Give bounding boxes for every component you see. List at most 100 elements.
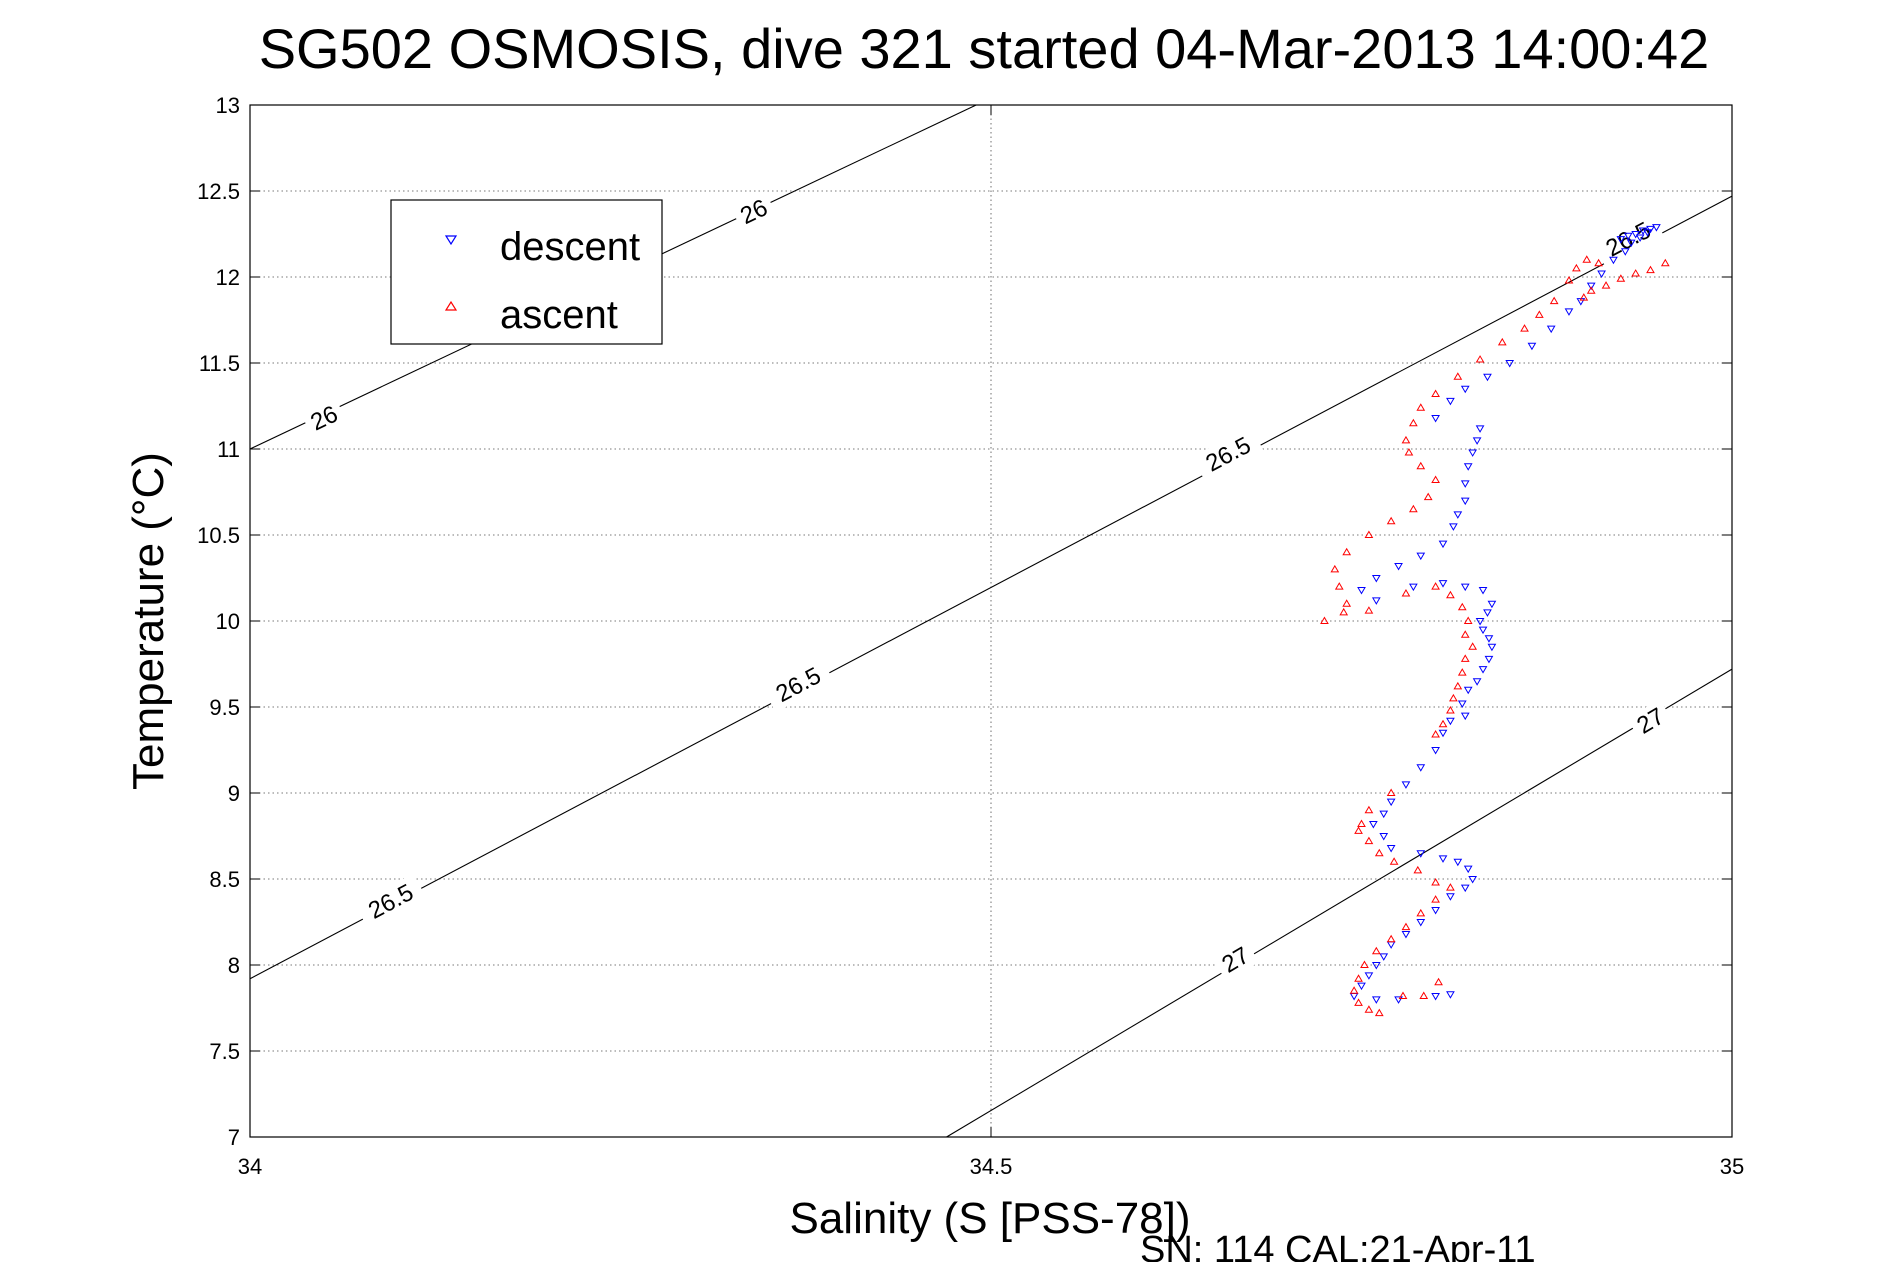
ascent-point (1457, 668, 1467, 676)
legend-ascent-marker (444, 300, 458, 311)
ascent-point (1408, 504, 1418, 513)
descent-point (1483, 609, 1492, 617)
descent-point (1487, 600, 1497, 609)
x-tick-label: 34.5 (970, 1154, 1013, 1179)
gridlines (250, 105, 1732, 1137)
descent-point (1460, 884, 1470, 893)
descent-point (1460, 385, 1470, 394)
contour-label-background (730, 190, 778, 233)
descent-point (1597, 270, 1606, 279)
x-tick-labels: 34 34.5 35 (238, 1154, 1744, 1179)
descent-point (1438, 729, 1448, 738)
ascent-point (1579, 293, 1589, 301)
ascent-point (1416, 908, 1426, 917)
ascent-point (1386, 934, 1396, 943)
descent-point (1416, 552, 1426, 561)
descent-point (1386, 798, 1396, 807)
ascent-point (1413, 865, 1423, 874)
ascent-point (1631, 269, 1641, 277)
ascent-point (1446, 883, 1455, 891)
ascent-point (1431, 475, 1440, 483)
descent-point (1460, 480, 1470, 488)
descent-point (1431, 415, 1440, 423)
legend-box (390, 199, 663, 345)
descent-point (1463, 463, 1473, 471)
ascent-series (1320, 255, 1670, 1017)
ascent-point (1342, 547, 1352, 556)
ascent-point (1386, 516, 1396, 525)
ascent-point (1449, 693, 1458, 702)
descent-point (1371, 597, 1381, 605)
contour-label-background (1212, 938, 1260, 982)
descent-point (1527, 342, 1537, 351)
ascent-point (1334, 582, 1344, 590)
contour-label-background (300, 397, 348, 439)
descent-point (1475, 425, 1485, 433)
descent-point (1635, 234, 1645, 242)
ascent-point (1354, 974, 1363, 982)
ascent-point (1386, 788, 1396, 796)
descent-point (1449, 523, 1458, 531)
ascent-point (1354, 826, 1363, 834)
descent-point (1357, 587, 1366, 595)
ascent-point (1371, 946, 1381, 955)
ascent-point (1468, 642, 1478, 650)
descent-point (1626, 239, 1636, 248)
ascent-point (1360, 960, 1369, 968)
descent-point (1620, 248, 1630, 256)
descent-point (1446, 397, 1455, 406)
descent-point (1643, 229, 1652, 237)
ascent-point (1364, 836, 1374, 845)
ascent-point (1446, 705, 1455, 714)
descent-point (1460, 497, 1470, 506)
ascent-point (1416, 403, 1426, 411)
ascent-point (1374, 848, 1384, 857)
ascent-point (1419, 991, 1429, 999)
y-tick-label: 9.5 (209, 695, 240, 720)
ascent-point (1460, 654, 1470, 662)
ascent-point (1534, 310, 1544, 318)
descent-point (1453, 858, 1463, 867)
descent-point (1401, 931, 1411, 939)
y-tick-labels: 7 7.5 8 8.5 9 9.5 10 10.5 11 11.5 12 12.5 13 (197, 93, 240, 1150)
ascent-point (1497, 337, 1507, 346)
ascent-point (1339, 607, 1349, 616)
legend-descent-label: descent (500, 225, 640, 269)
ascent-point (1364, 530, 1374, 538)
descent-series (1349, 224, 1661, 1004)
y-tick-label: 12 (216, 265, 240, 290)
ascent-point (1463, 616, 1473, 624)
descent-point (1478, 626, 1488, 635)
contour-label-background (1627, 699, 1674, 743)
ascent-point (1586, 286, 1596, 294)
ascent-point (1549, 296, 1559, 305)
ascent-point (1616, 274, 1626, 282)
ascent-point (1431, 730, 1440, 738)
ascent-point (1349, 986, 1359, 994)
descent-point (1416, 919, 1426, 927)
descent-point (1394, 996, 1403, 1004)
descent-point (1623, 232, 1633, 241)
descent-point (1457, 700, 1467, 709)
y-tick-label: 10.5 (197, 523, 240, 548)
contour-label-background (1192, 426, 1264, 482)
descent-point (1371, 996, 1381, 1004)
ascent-point (1330, 564, 1340, 573)
ascent-point (1389, 857, 1399, 865)
y-tick-label: 11.5 (199, 351, 240, 376)
descent-point (1478, 666, 1488, 674)
descent-point (1416, 764, 1426, 772)
x-axis-label: Salinity (S [PSS-78]) (789, 1194, 1190, 1243)
ascent-point (1431, 895, 1440, 903)
ascent-point (1431, 582, 1440, 590)
x-tick-label: 34 (238, 1154, 262, 1179)
descent-point (1431, 747, 1440, 755)
ascent-point (1320, 616, 1329, 624)
ascent-point (1594, 258, 1603, 267)
descent-point (1446, 717, 1455, 726)
axis-ticks (249, 104, 1733, 1138)
ascent-point (1453, 372, 1463, 380)
descent-point (1416, 850, 1426, 858)
descent-point (1483, 373, 1492, 382)
descent-point (1446, 893, 1455, 901)
